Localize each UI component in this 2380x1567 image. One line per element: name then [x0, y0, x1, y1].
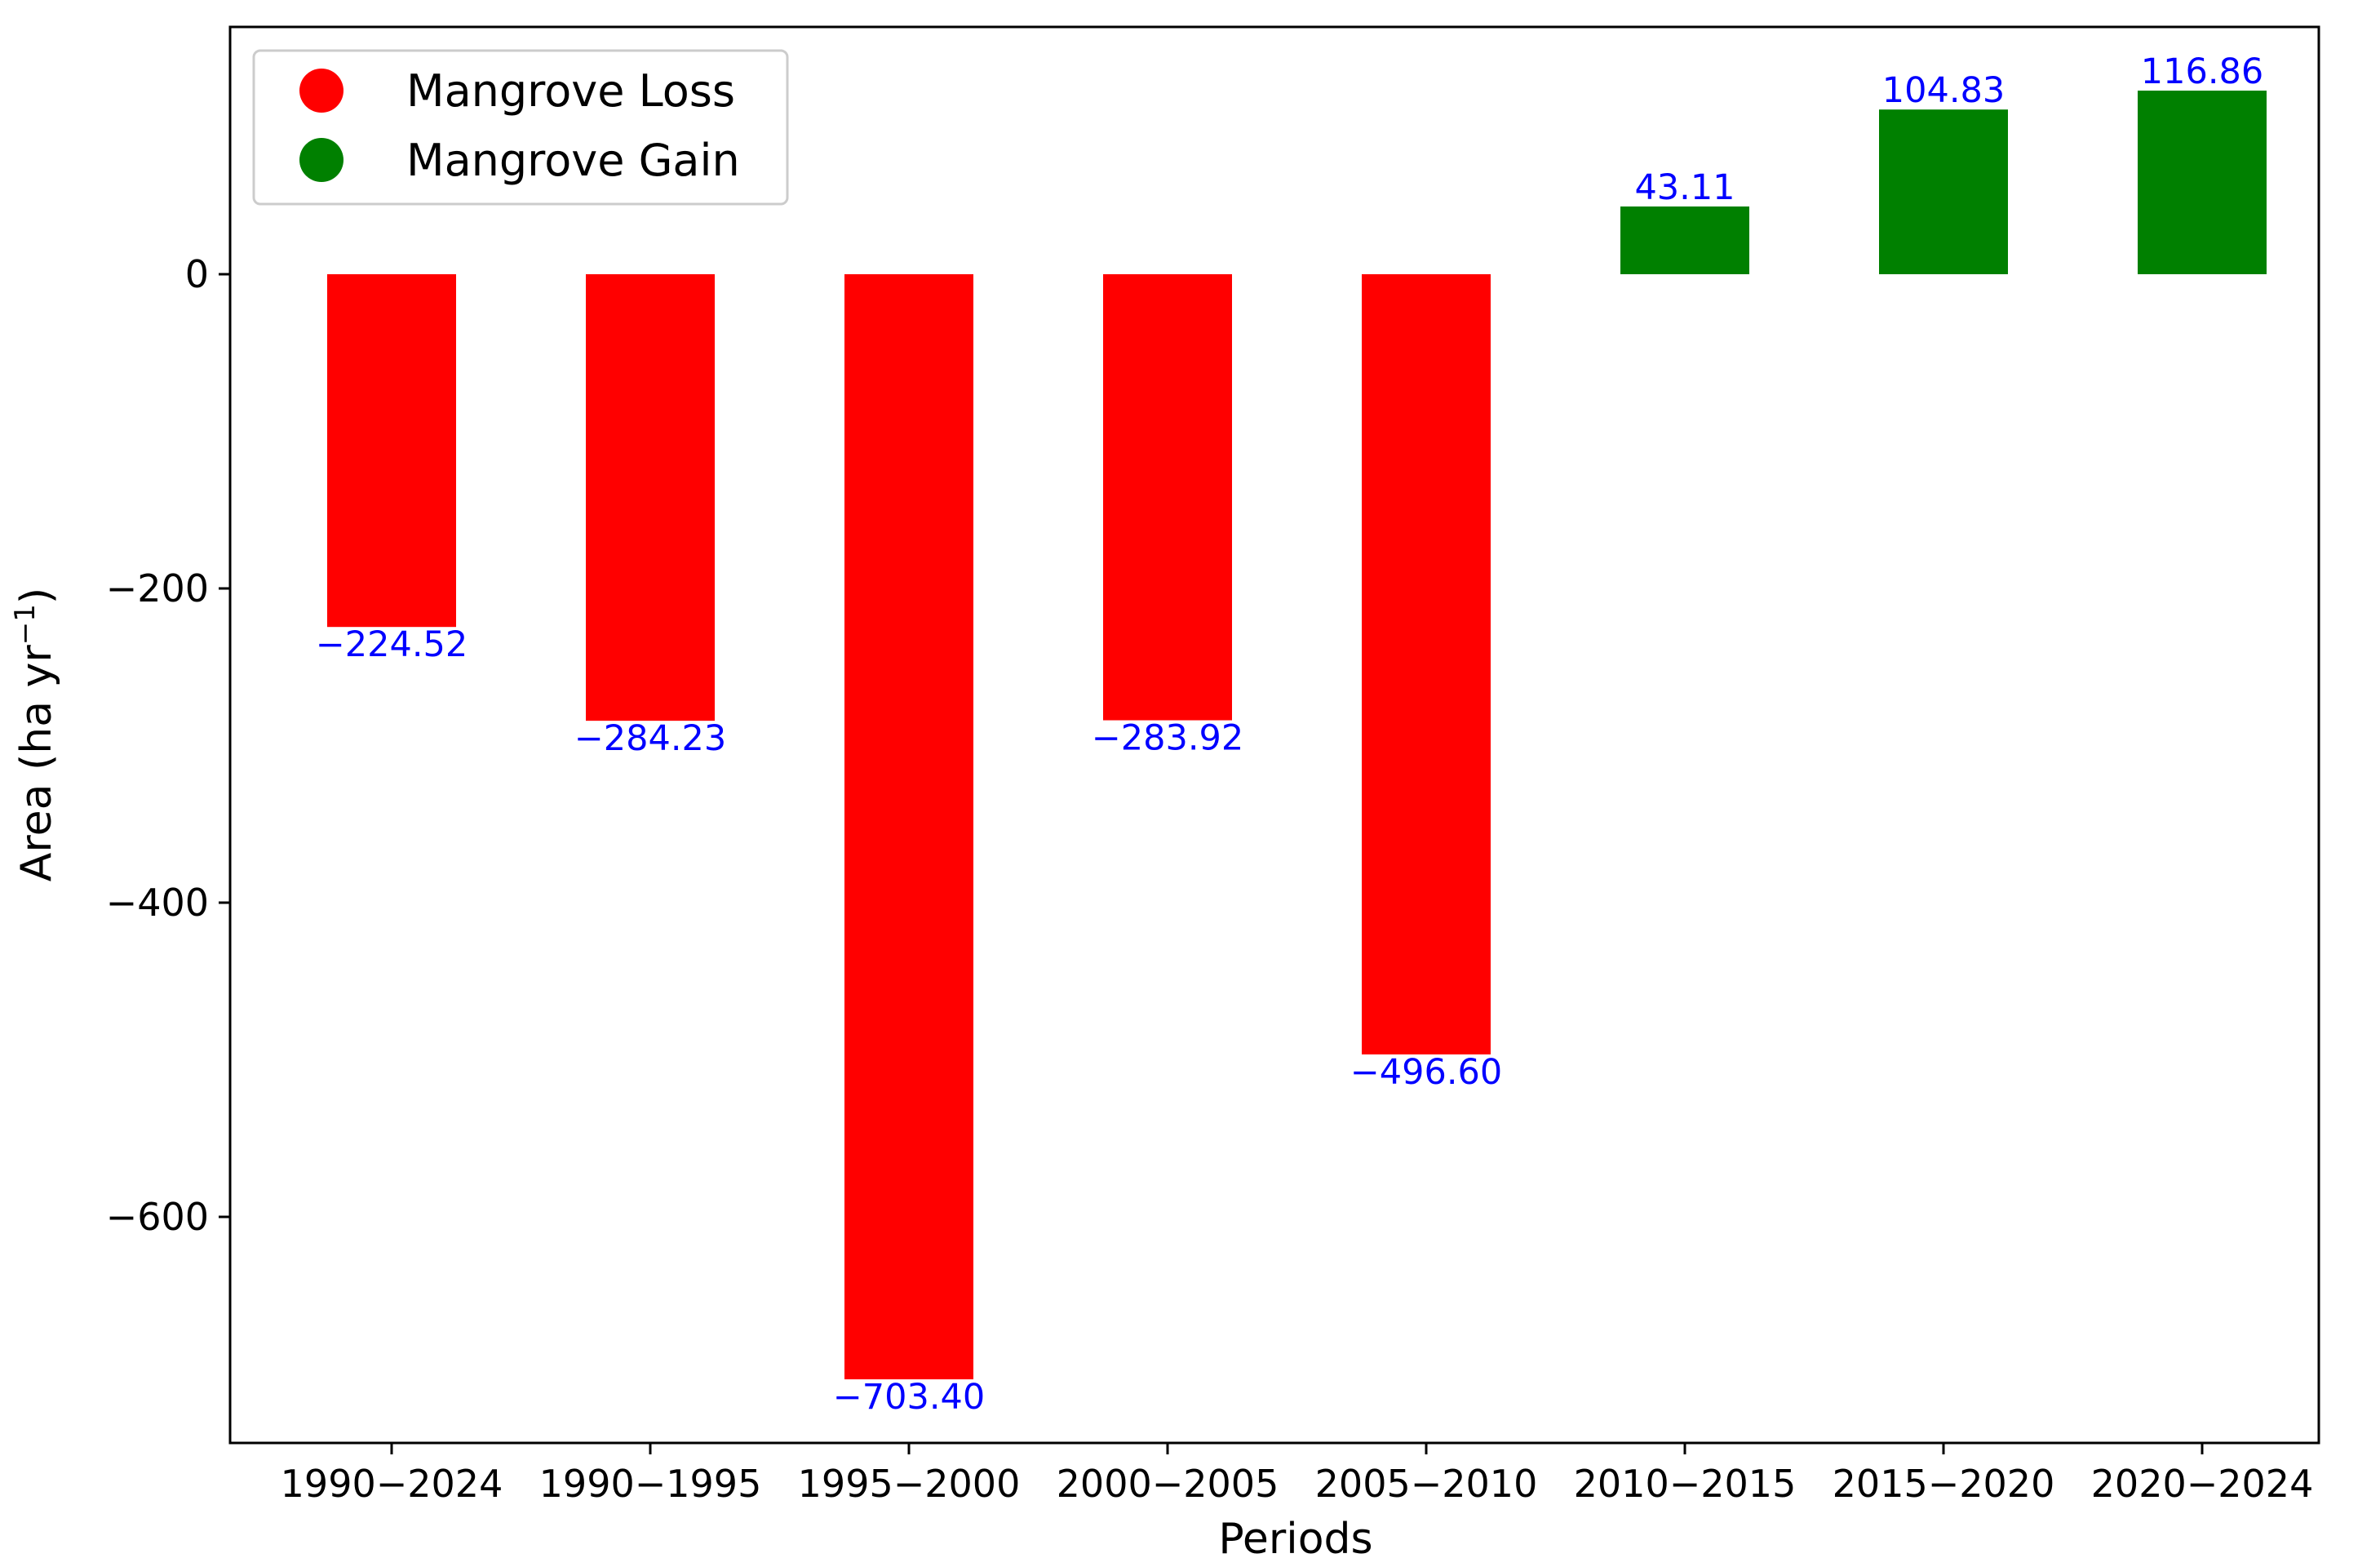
- bar-labels-group: −224.52 −284.23 −703.40 −283.92 −496.60 43.11…: [316, 51, 2263, 1418]
- legend-loss-label: Mangrove Loss: [406, 65, 735, 117]
- x-tick-label: 1990−1995: [539, 1462, 762, 1506]
- x-axis-title: Periods: [1218, 1515, 1372, 1564]
- bar-2010−2015: [1620, 206, 1749, 274]
- bar-1990−1995: [586, 274, 715, 721]
- y-axis-title-close: ): [12, 588, 61, 604]
- bar-value-label: −703.40: [833, 1377, 986, 1418]
- x-tick-label: 1995−2000: [798, 1462, 1021, 1506]
- y-axis-ticks: 0 −200 −400 −600: [106, 252, 230, 1239]
- y-tick-label: −400: [106, 881, 209, 925]
- y-axis-title-main: Area (ha yr: [12, 645, 61, 882]
- bar-2015−2020: [1879, 109, 2008, 274]
- y-tick-label: −600: [106, 1195, 209, 1239]
- bar-value-label: 116.86: [2141, 51, 2263, 92]
- bar-value-label: −283.92: [1092, 718, 1244, 759]
- x-tick-label: 2010−2015: [1574, 1462, 1797, 1506]
- y-tick-label: −200: [106, 566, 209, 610]
- bar-value-label: −496.60: [1350, 1052, 1503, 1093]
- x-tick-label: 2005−2010: [1315, 1462, 1538, 1506]
- legend: Mangrove Loss Mangrove Gain: [252, 49, 789, 206]
- bar-value-label: −284.23: [574, 718, 727, 759]
- legend-gain-label: Mangrove Gain: [406, 135, 740, 186]
- y-axis-title: Area (ha yr−1): [9, 588, 61, 881]
- y-tick-label: 0: [185, 252, 209, 296]
- x-axis-ticks: 1990−2024 1990−1995 1995−2000 2000−2005 2005…: [281, 1443, 2314, 1506]
- x-tick-label: 2020−2024: [2091, 1462, 2314, 1506]
- bar-value-label: 104.83: [1882, 70, 2005, 111]
- legend-gain-marker: [299, 138, 343, 182]
- bar-2000−2005: [1103, 274, 1232, 721]
- x-tick-label: 1990−2024: [281, 1462, 503, 1506]
- x-tick-label: 2015−2020: [1833, 1462, 2055, 1506]
- y-axis-title-superscript: −1: [9, 604, 42, 645]
- x-tick-label: 2000−2005: [1057, 1462, 1279, 1506]
- bar-value-label: 43.11: [1634, 167, 1735, 208]
- bar-1995−2000: [844, 274, 973, 1380]
- legend-loss-marker: [299, 69, 343, 113]
- bar-2020−2024: [2138, 91, 2267, 275]
- bar-value-label: −224.52: [316, 624, 468, 665]
- plot-frame: [228, 25, 2320, 1445]
- bars-group: [327, 91, 2267, 1380]
- bar-1990−2024: [327, 274, 456, 628]
- bar-2005−2010: [1362, 274, 1491, 1054]
- legend-box: [252, 49, 789, 206]
